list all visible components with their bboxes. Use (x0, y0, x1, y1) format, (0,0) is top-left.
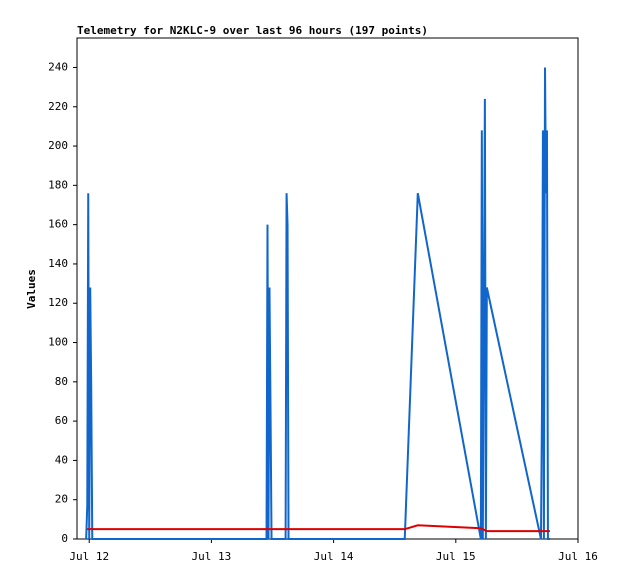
chart-title: Telemetry for N2KLC-9 over last 96 hours… (77, 24, 428, 37)
x-tick-label: Jul 13 (192, 550, 232, 563)
y-tick-label: 20 (55, 493, 68, 506)
x-tick-label: Jul 16 (558, 550, 598, 563)
y-tick-label: 120 (48, 296, 68, 309)
series-line (87, 524, 550, 533)
y-tick-label: 180 (48, 178, 68, 191)
y-tick-label: 200 (48, 139, 68, 152)
y-tick-label: 80 (55, 375, 68, 388)
x-tick-label: Jul 14 (314, 550, 354, 563)
x-tick-label: Jul 15 (436, 550, 476, 563)
y-tick-label: 100 (48, 336, 68, 349)
y-tick-label: 140 (48, 257, 68, 270)
y-axis-label: Values (25, 269, 38, 309)
series-line (85, 67, 550, 540)
y-tick-label: 220 (48, 100, 68, 113)
x-tick-label: Jul 12 (69, 550, 109, 563)
y-tick-label: 160 (48, 218, 68, 231)
y-tick-label: 40 (55, 453, 68, 466)
y-tick-label: 60 (55, 414, 68, 427)
y-tick-label: 0 (61, 532, 68, 545)
y-tick-label: 240 (48, 60, 68, 73)
